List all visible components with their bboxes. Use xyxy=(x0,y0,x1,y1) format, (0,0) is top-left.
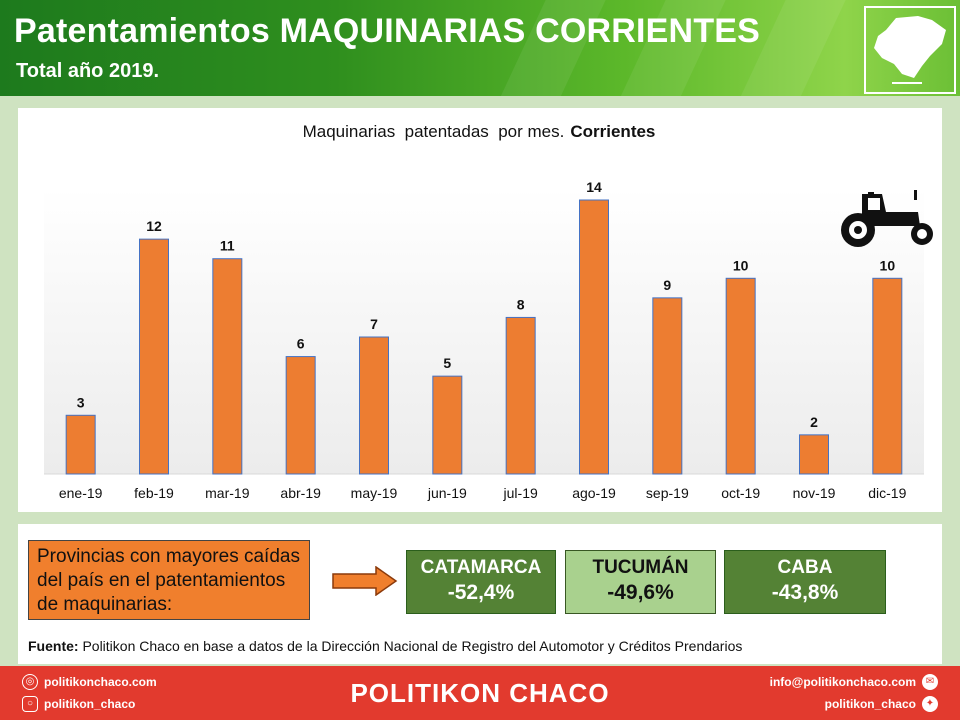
twitter-icon: ✦ xyxy=(922,696,938,712)
data-label: 10 xyxy=(880,257,896,273)
page-title: Patentamientos MAQUINARIAS CORRIENTES xyxy=(14,12,761,50)
source-text: Politikon Chaco en base a datos de la Di… xyxy=(78,638,743,654)
x-tick-label: feb-19 xyxy=(134,485,174,501)
source-note: Fuente: Politikon Chaco en base a datos … xyxy=(28,638,742,654)
province-card-catamarca: CATAMARCA -52,4% xyxy=(406,550,556,614)
data-label: 14 xyxy=(586,179,602,195)
x-tick-label: sep-19 xyxy=(646,485,689,501)
header-banner: Patentamientos MAQUINARIAS CORRIENTES To… xyxy=(0,0,960,96)
plot-area xyxy=(44,188,924,474)
x-tick-label: oct-19 xyxy=(721,485,760,501)
instagram-handle[interactable]: politikon_chaco xyxy=(44,697,136,711)
x-tick-label: abr-19 xyxy=(280,485,321,501)
data-label: 5 xyxy=(443,355,451,371)
bar-jun-19 xyxy=(432,375,463,475)
data-label: 8 xyxy=(517,296,525,312)
bar-series: 3 ene-19 12 feb-19 11 mar-19 6 abr-19 7 may-19 5 ju… xyxy=(59,179,907,501)
arrow-right-icon xyxy=(332,566,398,596)
x-tick-label: nov-19 xyxy=(793,485,836,501)
bar-sep-19 xyxy=(652,297,683,475)
footer-bar: ◎ politikonchaco.com ○ politikon_chaco P… xyxy=(0,666,960,720)
brand-name: POLITIKON CHACO xyxy=(350,678,610,708)
province-name: TUCUMÁN xyxy=(592,557,689,578)
twitter-handle[interactable]: politikon_chaco xyxy=(824,697,916,711)
data-label: 10 xyxy=(733,257,749,273)
bar-ene-19 xyxy=(65,414,96,475)
chart-title-bold: Corrientes xyxy=(570,122,655,141)
website-link[interactable]: politikonchaco.com xyxy=(44,675,157,689)
chart-title-regular: Maquinarias patentadas por mes. xyxy=(303,122,565,141)
chart-panel: Maquinarias patentadas por mes. Corriente… xyxy=(18,108,942,512)
tractor-icon xyxy=(841,190,933,247)
x-tick-label: ago-19 xyxy=(572,485,616,501)
province-card-caba: CABA -43,8% xyxy=(724,550,886,614)
data-label: 11 xyxy=(220,238,235,254)
data-label: 3 xyxy=(77,394,85,410)
x-tick-label: ene-19 xyxy=(59,485,103,501)
bar-may-19 xyxy=(359,336,389,475)
bar-ago-19 xyxy=(579,199,609,475)
callout-box: Provincias con mayores caídas del país e… xyxy=(28,540,310,620)
province-change: -43,8% xyxy=(771,581,839,604)
bar-jul-19 xyxy=(505,316,536,475)
data-label: 9 xyxy=(663,277,671,293)
x-tick-label: dic-19 xyxy=(868,485,906,501)
page-subtitle: Total año 2019. xyxy=(16,60,160,82)
summary-panel: Provincias con mayores caídas del país e… xyxy=(18,524,942,664)
province-map-icon xyxy=(864,6,956,94)
source-label: Fuente: xyxy=(28,638,79,654)
bar-chart: Maquinarias patentadas por mes. Corriente… xyxy=(44,122,933,501)
data-label: 7 xyxy=(370,316,378,332)
bar-nov-19 xyxy=(799,434,829,475)
province-name: CATAMARCA xyxy=(420,557,542,578)
x-tick-label: mar-19 xyxy=(205,485,250,501)
data-label: 6 xyxy=(297,336,305,352)
email-link[interactable]: info@politikonchaco.com xyxy=(769,675,916,689)
chart-title: Maquinarias patentadas por mes. Corriente… xyxy=(303,122,656,141)
bar-mar-19 xyxy=(212,258,243,475)
mail-icon: ✉ xyxy=(922,674,938,690)
x-tick-label: jul-19 xyxy=(503,485,538,501)
globe-icon: ◎ xyxy=(22,674,38,690)
instagram-icon: ○ xyxy=(22,696,38,712)
province-name: CABA xyxy=(777,557,833,578)
province-change: -52,4% xyxy=(447,581,515,604)
data-label: 12 xyxy=(146,218,162,234)
x-tick-label: may-19 xyxy=(351,485,398,501)
data-label: 2 xyxy=(810,414,818,430)
bar-dic-19 xyxy=(872,277,903,475)
province-change: -49,6% xyxy=(607,581,674,604)
x-tick-label: jun-19 xyxy=(427,485,467,501)
province-card-tucuman: TUCUMÁN -49,6% xyxy=(565,550,716,614)
bar-abr-19 xyxy=(285,356,316,475)
bar-oct-19 xyxy=(725,277,756,475)
bar-feb-19 xyxy=(139,238,169,475)
